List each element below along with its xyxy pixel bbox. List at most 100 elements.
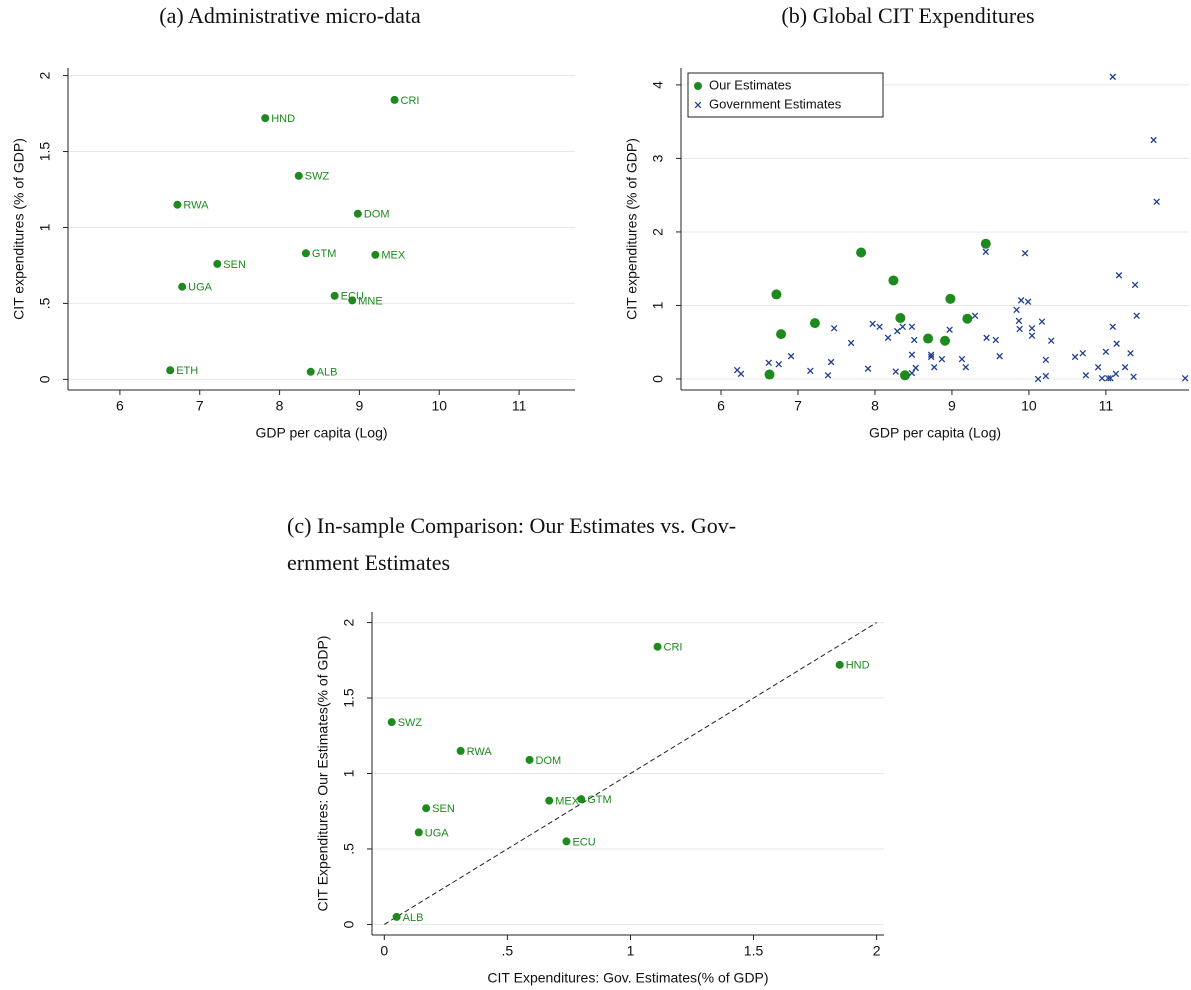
x-marker (1181, 374, 1189, 382)
x-tick-label: 11 (1099, 398, 1114, 414)
x-axis-title: GDP per capita (Log) (869, 425, 1001, 441)
x-tick-label: 10 (431, 398, 447, 414)
point-label: GTM (587, 794, 611, 806)
x-tick-label: .5 (502, 943, 514, 959)
dot-marker (166, 366, 175, 375)
x-marker (869, 320, 876, 328)
point-label: RWA (467, 746, 493, 758)
x-marker (1028, 332, 1036, 339)
x-marker (1115, 272, 1123, 279)
y-tick-label: .5 (37, 297, 53, 309)
x-marker (1094, 363, 1102, 371)
dot-marker (694, 82, 702, 90)
dot-marker (371, 250, 380, 259)
point-label: HND (271, 113, 295, 125)
x-marker (927, 353, 935, 361)
point-label: SEN (223, 259, 246, 271)
x-tick-label: 9 (948, 398, 956, 414)
y-axis-title: CIT expenditures (% of GDP) (624, 138, 640, 320)
dot-marker (525, 755, 534, 764)
x-marker (1038, 318, 1046, 325)
point-label: RWA (183, 200, 209, 212)
x-axis-title: GDP per capita (Log) (255, 425, 387, 441)
dot-marker (301, 249, 310, 258)
dot-marker (776, 329, 787, 340)
chart-title: (b) Global CIT Expenditures (781, 3, 1034, 28)
point-label: CRI (664, 642, 683, 654)
x-marker (958, 355, 966, 363)
x-marker (1082, 372, 1090, 379)
x-marker (1034, 375, 1042, 383)
x-marker (908, 351, 916, 358)
x-marker (1121, 363, 1129, 371)
point-label: ETH (176, 365, 198, 377)
y-tick-label: 1.5 (341, 688, 357, 708)
x-marker (983, 334, 990, 342)
y-axis-title: CIT Expenditures: Our Estimates(% of GDP… (315, 636, 331, 912)
point-label: ALB (403, 912, 424, 924)
dot-marker (899, 370, 910, 381)
x-marker (1109, 73, 1117, 81)
point-label: DOM (364, 209, 390, 221)
y-tick-label: 1 (650, 301, 666, 309)
x-tick-label: 9 (356, 398, 364, 414)
dot-marker (178, 282, 187, 291)
x-marker (946, 326, 953, 333)
x-tick-label: 1 (627, 943, 635, 959)
x-marker (927, 351, 935, 358)
dot-marker (306, 367, 315, 376)
x-marker (775, 361, 783, 368)
point-label: ALB (317, 367, 338, 379)
x-marker (1028, 324, 1036, 332)
y-tick-label: 0 (650, 375, 666, 383)
dot-marker (962, 313, 973, 324)
dot-marker (945, 293, 956, 304)
dot-marker (577, 795, 586, 804)
dot-marker (895, 312, 906, 323)
x-marker (971, 312, 979, 320)
dot-marker (456, 746, 465, 755)
dot-marker (261, 114, 270, 123)
point-label: HND (846, 660, 870, 672)
x-marker (1112, 370, 1120, 378)
dot-marker (835, 660, 844, 669)
x-marker (1017, 297, 1025, 304)
dot-marker (809, 318, 820, 329)
x-marker (824, 372, 832, 379)
x-tick-label: 6 (116, 398, 124, 414)
x-marker (1042, 372, 1050, 380)
x-marker (1079, 349, 1087, 357)
x-marker (1109, 323, 1117, 331)
x-tick-label: 0 (380, 943, 388, 959)
x-tick-label: 2 (873, 943, 881, 959)
dot-marker (348, 296, 357, 305)
x-marker (787, 352, 795, 360)
x-tick-label: 8 (276, 398, 284, 414)
legend-label: Our Estimates (709, 77, 792, 92)
x-marker (910, 336, 918, 344)
x-marker (847, 339, 855, 347)
x-marker (694, 101, 702, 109)
point-label: DOM (536, 755, 562, 767)
x-marker (1130, 373, 1137, 381)
dot-marker (294, 171, 303, 180)
x-axis-title: CIT Expenditures: Gov. Estimates(% of GD… (487, 970, 768, 986)
x-marker (982, 248, 990, 256)
x-marker (1071, 353, 1079, 361)
x-marker (1013, 306, 1020, 314)
dot-marker (422, 804, 431, 813)
point-label: UGA (425, 827, 450, 839)
dot-marker (173, 200, 182, 209)
x-marker (1113, 340, 1120, 347)
dot-marker (980, 238, 991, 249)
dot-marker (545, 796, 554, 805)
y-tick-label: 0 (37, 375, 53, 383)
x-marker (899, 323, 906, 331)
x-marker (1016, 325, 1023, 333)
x-marker (962, 363, 970, 371)
x-marker (996, 352, 1003, 360)
x-marker (1150, 136, 1157, 144)
x-marker (894, 327, 901, 335)
y-tick-label: 1 (37, 223, 53, 231)
dot-marker (213, 259, 222, 268)
